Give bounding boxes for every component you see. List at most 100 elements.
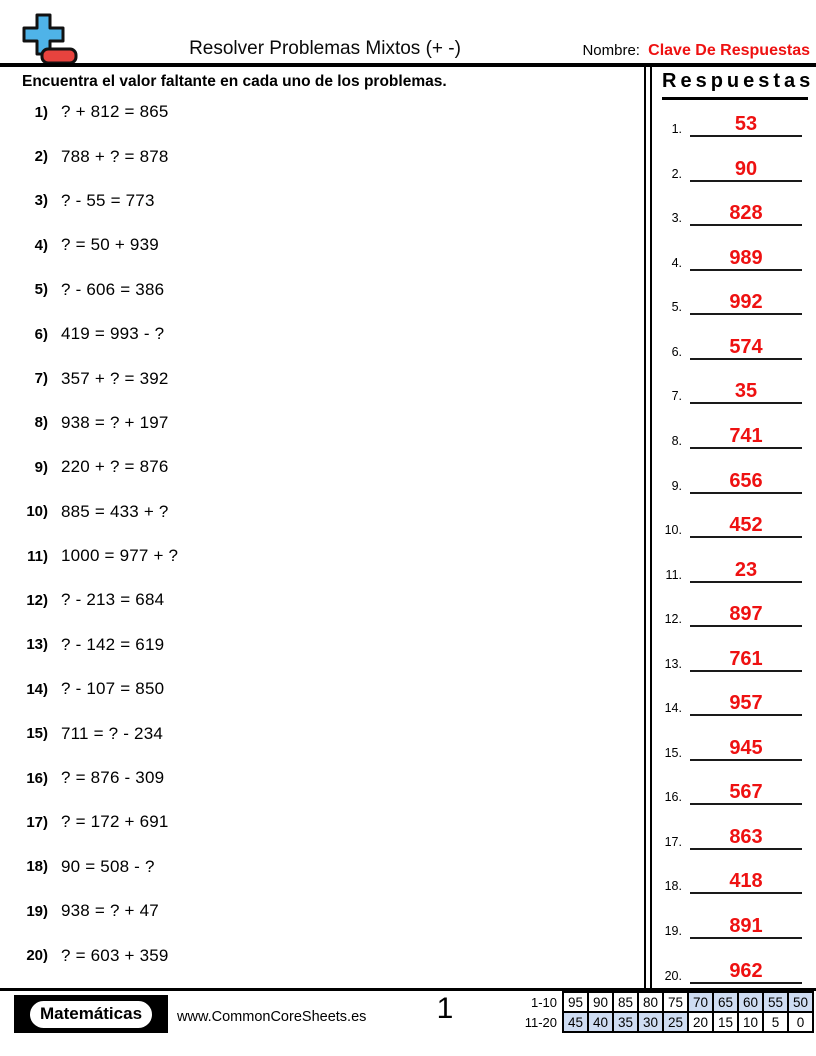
problem-expression: 938 = ? + 47 bbox=[61, 901, 159, 921]
problem-expression: ? = 603 + 359 bbox=[61, 945, 169, 965]
problem-number: 18) bbox=[26, 858, 48, 876]
problem-row: 12) ? - 213 = 684 bbox=[0, 578, 640, 622]
answer-row: 2. 90 bbox=[652, 137, 812, 182]
problem-number: 17) bbox=[26, 813, 48, 831]
score-cell: 85 bbox=[612, 991, 639, 1013]
answer-number: 4. bbox=[671, 255, 682, 270]
brand-badge: Matemáticas bbox=[14, 995, 168, 1033]
problem-expression: ? = 876 - 309 bbox=[61, 768, 165, 788]
answer-number: 7. bbox=[671, 389, 682, 404]
answer-row: 20. 962 bbox=[652, 939, 812, 984]
problem-expression: ? - 606 = 386 bbox=[61, 279, 165, 299]
score-row: 1-10 95 90 85 80 75 70 65 60 55 50 bbox=[519, 991, 814, 1013]
answer-number: 8. bbox=[671, 433, 682, 448]
answer-row: 9. 656 bbox=[652, 449, 812, 494]
problem-row: 5) ? - 606 = 386 bbox=[0, 268, 640, 312]
problem-number: 11) bbox=[27, 547, 48, 565]
answer-value: 53 bbox=[690, 114, 802, 138]
problem-expression: 1000 = 977 + ? bbox=[61, 546, 179, 566]
score-cell: 0 bbox=[787, 1011, 814, 1033]
answer-number: 14. bbox=[664, 701, 682, 716]
problem-number: 1) bbox=[34, 103, 48, 121]
problem-row: 19) 938 = ? + 47 bbox=[0, 889, 640, 933]
problem-row: 18) 90 = 508 - ? bbox=[0, 845, 640, 889]
instruction-text: Encuentra el valor faltante en cada uno … bbox=[22, 73, 447, 90]
answer-row: 19. 891 bbox=[652, 894, 812, 939]
problem-number: 3) bbox=[34, 192, 48, 210]
page-number: 1 bbox=[436, 992, 454, 1025]
answer-number: 15. bbox=[664, 745, 682, 760]
score-cell: 15 bbox=[712, 1011, 739, 1033]
answer-value: 962 bbox=[690, 961, 802, 984]
problem-row: 13) ? - 142 = 619 bbox=[0, 623, 640, 667]
score-cell: 70 bbox=[687, 991, 714, 1013]
brand-badge-label: Matemáticas bbox=[27, 998, 155, 1030]
answer-row: 3. 828 bbox=[652, 182, 812, 227]
score-cell: 30 bbox=[637, 1011, 664, 1033]
problem-number: 19) bbox=[26, 902, 48, 920]
page-title: Resolver Problemas Mixtos (+ -) bbox=[189, 38, 461, 59]
problem-expression: 419 = 993 - ? bbox=[61, 324, 165, 344]
name-label: Nombre: bbox=[582, 42, 640, 59]
score-cell: 60 bbox=[737, 991, 764, 1013]
score-cell: 95 bbox=[562, 991, 589, 1013]
answer-value: 418 bbox=[690, 871, 802, 895]
answer-row: 17. 863 bbox=[652, 805, 812, 850]
problem-number: 8) bbox=[34, 414, 48, 432]
answer-value: 567 bbox=[690, 782, 802, 806]
problem-number: 12) bbox=[26, 591, 48, 609]
answer-value: 35 bbox=[690, 381, 802, 405]
score-table: 1-10 95 90 85 80 75 70 65 60 55 50 11-20 45 40 35 30… bbox=[519, 991, 814, 1033]
problem-expression: ? = 50 + 939 bbox=[61, 235, 159, 255]
problem-row: 2) 788 + ? = 878 bbox=[0, 134, 640, 178]
answer-value: 90 bbox=[690, 159, 802, 182]
answer-value: 761 bbox=[690, 649, 802, 672]
score-cell: 55 bbox=[762, 991, 789, 1013]
score-cell: 20 bbox=[687, 1011, 714, 1033]
score-cell: 10 bbox=[737, 1011, 764, 1033]
problem-row: 17) ? = 172 + 691 bbox=[0, 800, 640, 844]
score-cell: 35 bbox=[612, 1011, 639, 1033]
problem-number: 9) bbox=[34, 458, 48, 476]
answer-value: 741 bbox=[690, 426, 802, 449]
problem-number: 7) bbox=[34, 370, 48, 388]
problem-row: 8) 938 = ? + 197 bbox=[0, 401, 640, 445]
answer-row: 18. 418 bbox=[652, 850, 812, 895]
answer-row: 13. 761 bbox=[652, 627, 812, 672]
score-cell: 80 bbox=[637, 991, 664, 1013]
answer-number: 6. bbox=[671, 344, 682, 359]
problem-row: 7) 357 + ? = 392 bbox=[0, 356, 640, 400]
answer-row: 15. 945 bbox=[652, 716, 812, 761]
score-label: 1-10 bbox=[530, 994, 557, 1010]
score-cell: 90 bbox=[587, 991, 614, 1013]
problem-row: 10) 885 = 433 + ? bbox=[0, 490, 640, 534]
score-cell: 40 bbox=[587, 1011, 614, 1033]
problem-row: 16) ? = 876 - 309 bbox=[0, 756, 640, 800]
answer-value: 828 bbox=[690, 203, 802, 227]
score-cell: 75 bbox=[662, 991, 689, 1013]
problem-expression: 357 + ? = 392 bbox=[61, 368, 169, 388]
problem-expression: ? = 172 + 691 bbox=[61, 812, 169, 832]
answer-row: 8. 741 bbox=[652, 404, 812, 449]
answer-row: 14. 957 bbox=[652, 672, 812, 717]
answer-number: 12. bbox=[664, 612, 682, 627]
site-url: www.CommonCoreSheets.es bbox=[177, 1009, 367, 1025]
problem-number: 15) bbox=[26, 725, 48, 743]
problem-expression: ? - 142 = 619 bbox=[61, 634, 165, 654]
problem-number: 16) bbox=[26, 769, 48, 787]
answer-row: 7. 35 bbox=[652, 360, 812, 405]
problem-row: 6) 419 = 993 - ? bbox=[0, 312, 640, 356]
problem-expression: 788 + ? = 878 bbox=[61, 146, 169, 166]
answer-number: 19. bbox=[664, 923, 682, 938]
problem-expression: ? - 213 = 684 bbox=[61, 590, 165, 610]
answer-row: 6. 574 bbox=[652, 315, 812, 360]
answer-row: 4. 989 bbox=[652, 226, 812, 271]
score-cell: 65 bbox=[712, 991, 739, 1013]
problem-number: 6) bbox=[34, 325, 48, 343]
score-cell: 25 bbox=[662, 1011, 689, 1033]
problem-row: 15) 711 = ? - 234 bbox=[0, 711, 640, 755]
score-row: 11-20 45 40 35 30 25 20 15 10 5 0 bbox=[519, 1011, 814, 1033]
name-value: Clave De Respuestas bbox=[648, 42, 810, 59]
problem-expression: ? + 812 = 865 bbox=[61, 102, 169, 122]
answer-value: 656 bbox=[690, 471, 802, 494]
